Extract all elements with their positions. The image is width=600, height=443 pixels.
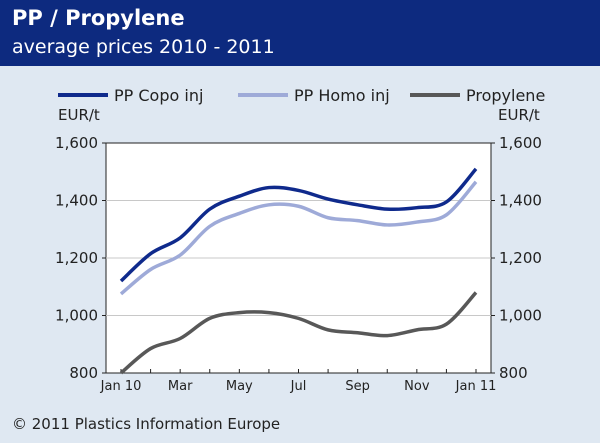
y-tick-label-right: 800	[499, 364, 528, 382]
grid	[106, 200, 491, 316]
y-tick-label-right: 1,600	[499, 134, 542, 152]
line-chart: PP Copo inj PP Homo inj Propylene EUR/t EU…	[55, 86, 545, 394]
x-tick-label: Jan 10	[100, 379, 142, 394]
x-tick-label: Jan 11	[455, 379, 497, 394]
y-axis: 800 800 1,000 1,000 1,200 1,200 1,400 1,400 1,60…	[55, 134, 542, 382]
y-tick-label-left: 1,200	[55, 249, 98, 267]
x-tick-label: Jul	[290, 379, 307, 394]
legend-label: PP Copo inj	[114, 86, 203, 105]
chart-title: PP / Propylene	[12, 6, 185, 30]
y-unit-left: EUR/t	[58, 106, 100, 124]
chart-subtitle: average prices 2010 - 2011	[12, 36, 275, 58]
series-line-pp-homo-inj	[119, 180, 478, 296]
y-tick-label-left: 1,400	[55, 192, 98, 210]
chart-header: PP / Propylene average prices 2010 - 201…	[0, 0, 600, 66]
x-tick-label: Mar	[168, 379, 193, 394]
series-lines	[119, 167, 478, 375]
y-tick-label-left: 800	[69, 364, 98, 382]
legend-label: PP Homo inj	[294, 86, 390, 105]
x-tick-label: Sep	[345, 379, 370, 394]
x-tick-label: May	[226, 379, 253, 394]
y-tick-label-right: 1,400	[499, 192, 542, 210]
y-tick-label-right: 1,000	[499, 307, 542, 325]
series-line-pp-copo-inj	[119, 167, 478, 283]
legend: PP Copo inj PP Homo inj Propylene	[58, 86, 545, 105]
legend-label: Propylene	[466, 86, 545, 105]
y-tick-label-left: 1,600	[55, 134, 98, 152]
copyright: © 2011 Plastics Information Europe	[12, 415, 281, 433]
x-tick-label: Nov	[404, 379, 430, 394]
y-tick-label-left: 1,000	[55, 307, 98, 325]
y-unit-right: EUR/t	[498, 106, 540, 124]
x-axis: Jan 10 Mar May Jul Sep Nov Jan 11	[100, 369, 497, 394]
series-line-propylene	[119, 291, 478, 375]
y-tick-label-right: 1,200	[499, 249, 542, 267]
